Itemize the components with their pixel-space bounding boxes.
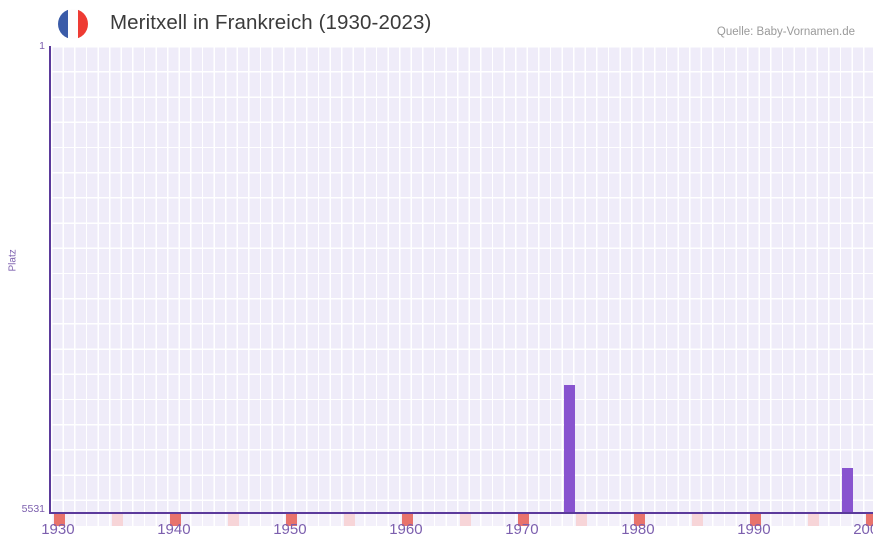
x-tick-mark-1980 xyxy=(633,514,645,526)
x-tick-mark-1945 xyxy=(227,514,239,526)
france-flag-icon xyxy=(58,9,88,39)
x-axis-line xyxy=(49,512,873,514)
y-axis-title: Platz xyxy=(7,249,19,272)
x-tick-mark-1975 xyxy=(575,514,587,526)
x-tick-mark-1970 xyxy=(517,514,529,526)
x-axis-tick-1990: 1990 xyxy=(737,521,771,538)
y-axis-tick-top: 1 xyxy=(39,40,45,52)
x-axis-tick-2000: 2000 xyxy=(853,521,873,538)
flag-band-red xyxy=(77,9,88,39)
x-axis-tick-1930: 1930 xyxy=(41,521,75,538)
source-label: Quelle: Baby-Vornamen.de xyxy=(716,26,855,38)
flag-band-blue xyxy=(58,9,68,39)
x-tick-mark-1930 xyxy=(53,514,65,526)
x-tick-mark-1990 xyxy=(749,514,761,526)
x-axis-tick-1960: 1960 xyxy=(389,521,423,538)
chart-header: Meritxell in Frankreich (1930-2023) Quel… xyxy=(0,0,873,46)
y-axis-tick-bottom: 5531 xyxy=(21,503,45,515)
flag-band-white xyxy=(68,9,78,39)
x-tick-mark-1955 xyxy=(343,514,355,526)
x-axis-tick-1950: 1950 xyxy=(273,521,307,538)
x-tick-mark-1965 xyxy=(459,514,471,526)
y-axis-line xyxy=(49,46,51,513)
plot-area xyxy=(51,46,873,513)
x-axis-tick-1940: 1940 xyxy=(157,521,191,538)
x-axis-tick-1970: 1970 xyxy=(505,521,539,538)
x-axis-tick-strip xyxy=(51,514,873,526)
x-tick-mark-1995 xyxy=(807,514,819,526)
x-tick-mark-1935 xyxy=(111,514,123,526)
x-tick-mark-1985 xyxy=(691,514,703,526)
bar-1974[interactable] xyxy=(564,384,575,513)
x-tick-mark-1940 xyxy=(169,514,181,526)
x-axis-tick-1980: 1980 xyxy=(621,521,655,538)
chart-title: Meritxell in Frankreich (1930-2023) xyxy=(110,11,432,34)
x-tick-mark-1950 xyxy=(285,514,297,526)
bar-1998[interactable] xyxy=(842,467,854,513)
x-tick-mark-1960 xyxy=(401,514,413,526)
x-tick-mark-2000 xyxy=(865,514,873,526)
